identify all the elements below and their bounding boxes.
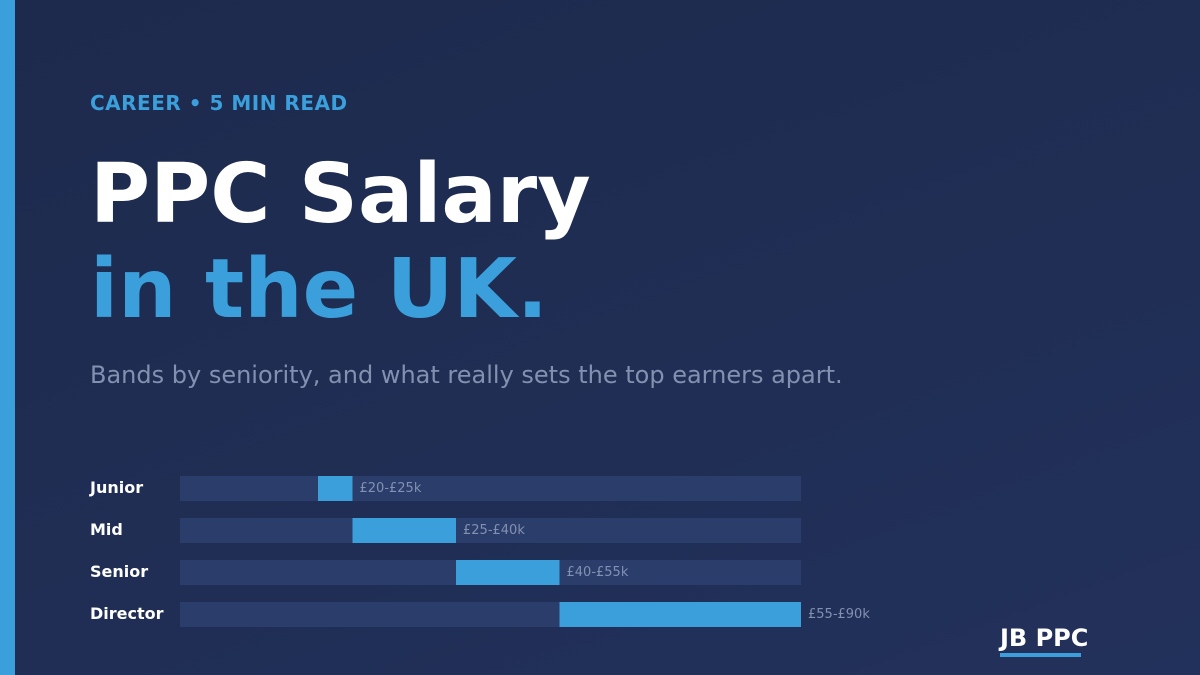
logo: JB PPC: [1000, 624, 1089, 652]
value-label: £55-£90k: [808, 607, 870, 622]
title: PPC Salary: [90, 147, 591, 242]
title-accent: in the UK.: [90, 242, 549, 337]
value-label: £40-£55k: [567, 565, 629, 580]
row-label: Senior: [90, 562, 148, 581]
range-bar: [352, 518, 456, 543]
value-label: £25-£40k: [463, 523, 525, 538]
row-label: Junior: [89, 478, 143, 497]
range-bar: [318, 476, 353, 501]
range-bar: [559, 602, 801, 627]
logo-underline: [1000, 653, 1081, 657]
range-bar: [456, 560, 560, 585]
row-label: Director: [90, 604, 164, 623]
accent-stripe: [0, 0, 15, 675]
kicker: CAREER • 5 MIN READ: [90, 91, 348, 115]
subtitle: Bands by seniority, and what really sets…: [90, 361, 843, 389]
row-label: Mid: [90, 520, 123, 539]
track: [180, 476, 801, 501]
value-label: £20-£25k: [360, 481, 422, 496]
track: [180, 518, 801, 543]
